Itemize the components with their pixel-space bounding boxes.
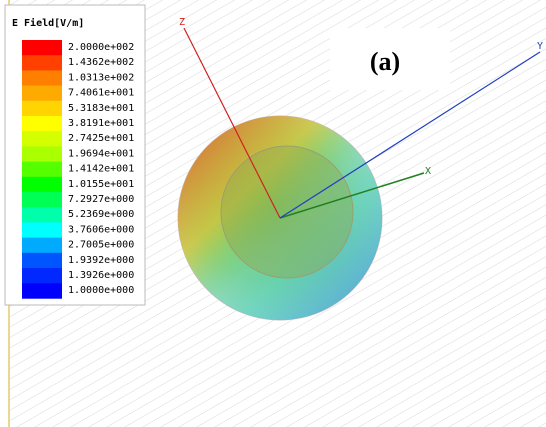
viewport: Z X Y (a) E Field[V/m] 2.0000e+002 1.4362… bbox=[0, 0, 546, 427]
legend-title: E Field[V/m] bbox=[12, 17, 84, 29]
legend-label: 1.4142e+001 bbox=[68, 164, 134, 175]
legend-swatch bbox=[22, 40, 62, 56]
legend-swatch bbox=[22, 253, 62, 268]
legend-label: 1.3926e+000 bbox=[68, 270, 134, 281]
legend-swatch bbox=[22, 268, 62, 284]
legend-label: 3.8191e+001 bbox=[68, 118, 134, 129]
panel-label: (a) bbox=[370, 47, 400, 76]
legend-swatch bbox=[22, 207, 62, 223]
legend-label: 1.0000e+000 bbox=[68, 285, 134, 296]
legend-label: 1.0155e+001 bbox=[68, 179, 134, 190]
legend-swatch bbox=[22, 146, 62, 162]
legend-label: 1.9392e+000 bbox=[68, 255, 134, 266]
legend-swatch bbox=[22, 222, 62, 238]
legend-label: 5.3183e+001 bbox=[68, 103, 134, 114]
legend-swatch bbox=[22, 70, 62, 86]
legend: E Field[V/m] 2.0000e+002 1.4362e+002 1.031… bbox=[5, 5, 145, 305]
legend-swatch bbox=[22, 283, 62, 299]
legend-swatch bbox=[22, 131, 62, 147]
legend-label: 2.7425e+001 bbox=[68, 133, 134, 144]
legend-label: 5.2369e+000 bbox=[68, 209, 134, 220]
legend-label: 1.4362e+002 bbox=[68, 57, 134, 68]
legend-swatch bbox=[22, 162, 62, 178]
legend-label: 7.4061e+001 bbox=[68, 88, 134, 99]
y-label: Y bbox=[537, 41, 543, 52]
legend-label: 3.7606e+000 bbox=[68, 224, 134, 235]
inner-sphere bbox=[221, 146, 353, 278]
legend-swatch bbox=[22, 238, 62, 254]
legend-label: 1.0313e+002 bbox=[68, 72, 134, 83]
legend-swatch bbox=[22, 116, 62, 132]
legend-label: 1.9694e+001 bbox=[68, 148, 134, 159]
legend-label: 2.0000e+002 bbox=[68, 42, 134, 53]
legend-swatch bbox=[22, 177, 62, 193]
legend-swatch bbox=[22, 86, 62, 102]
legend-label: 7.2927e+000 bbox=[68, 194, 134, 205]
legend-swatch bbox=[22, 192, 62, 208]
z-label: Z bbox=[179, 17, 185, 28]
legend-swatch bbox=[22, 101, 62, 117]
x-label: X bbox=[425, 166, 431, 177]
legend-label: 2.7005e+000 bbox=[68, 240, 134, 251]
legend-swatch bbox=[22, 55, 62, 70]
